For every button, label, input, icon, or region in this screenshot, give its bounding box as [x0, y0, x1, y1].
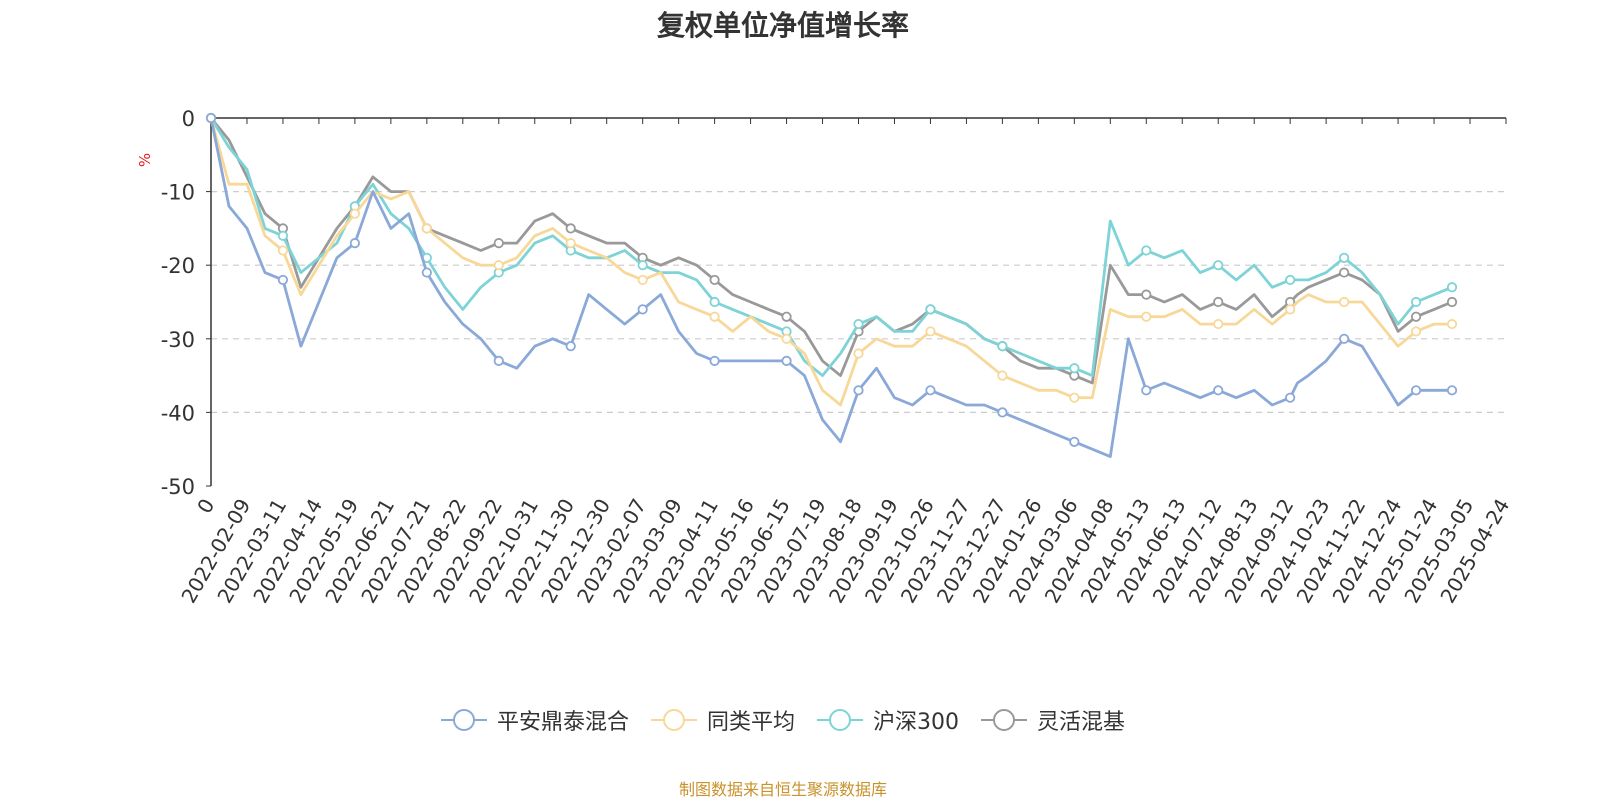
series-lines: [205, 112, 1458, 459]
legend-label: 同类平均: [706, 710, 795, 735]
legend-label: 平安鼎泰混合: [496, 710, 629, 735]
data-point[interactable]: [1446, 385, 1458, 396]
series-line-1: [209, 117, 1452, 407]
data-point[interactable]: [997, 370, 1008, 381]
legend-item[interactable]: 同类平均: [650, 704, 795, 736]
data-point[interactable]: [349, 208, 360, 219]
data-point[interactable]: [1141, 385, 1152, 396]
data-point[interactable]: [349, 238, 360, 249]
y-tick-label: -40: [161, 401, 195, 425]
data-point[interactable]: [781, 333, 792, 344]
legend-marker: [981, 709, 1027, 731]
data-point[interactable]: [1141, 245, 1152, 256]
y-tick-label: -10: [161, 181, 195, 205]
data-source-note: 制图数据来自恒生聚源数据库: [678, 780, 887, 799]
data-point[interactable]: [709, 311, 720, 322]
data-point[interactable]: [925, 304, 936, 315]
data-point[interactable]: [277, 274, 289, 286]
data-point[interactable]: [781, 355, 792, 366]
data-point[interactable]: [1446, 296, 1458, 308]
data-point[interactable]: [997, 341, 1008, 352]
data-point[interactable]: [637, 304, 648, 315]
data-point[interactable]: [1339, 252, 1350, 263]
data-point[interactable]: [1285, 304, 1296, 315]
data-point[interactable]: [1213, 318, 1224, 330]
y-tick-label: 0: [182, 107, 195, 131]
series-line-3: [209, 117, 1453, 385]
data-point[interactable]: [1446, 318, 1458, 330]
data-point[interactable]: [925, 326, 936, 337]
legend: 平安鼎泰混合 同类平均 沪深300 灵活混基: [0, 704, 1566, 736]
data-point[interactable]: [1339, 333, 1350, 344]
legend-item[interactable]: 灵活混基: [981, 704, 1125, 736]
data-point[interactable]: [565, 223, 576, 234]
y-tick-label: -30: [161, 328, 195, 352]
data-point[interactable]: [1141, 311, 1152, 322]
data-point[interactable]: [1410, 311, 1422, 322]
y-tick-label: -50: [161, 475, 195, 499]
legend-marker: [817, 709, 863, 731]
series-line-0: [209, 117, 1452, 459]
data-point[interactable]: [1410, 385, 1422, 396]
data-point[interactable]: [493, 260, 504, 271]
data-point[interactable]: [925, 385, 936, 396]
data-point[interactable]: [565, 341, 576, 352]
data-point[interactable]: [709, 355, 720, 366]
data-point[interactable]: [637, 274, 648, 286]
data-point[interactable]: [1410, 296, 1422, 308]
data-point[interactable]: [277, 245, 289, 256]
data-point[interactable]: [1285, 274, 1296, 286]
data-point[interactable]: [493, 355, 504, 366]
legend-marker: [650, 709, 697, 731]
data-point[interactable]: [1339, 296, 1350, 308]
data-point[interactable]: [1339, 267, 1350, 278]
data-point[interactable]: [709, 274, 720, 286]
data-point[interactable]: [637, 260, 648, 271]
data-point[interactable]: [565, 238, 576, 249]
legend-marker: [440, 709, 487, 731]
legend-item[interactable]: 平安鼎泰混合: [440, 704, 629, 736]
y-tick-label: -20: [161, 254, 195, 278]
x-tick-label: 0: [192, 495, 219, 518]
line-chart: 0-10-20-30-40-5002022-02-092022-03-11202…: [136, 107, 1514, 607]
legend-marker-circle: [829, 709, 851, 731]
data-point[interactable]: [853, 348, 864, 359]
data-point[interactable]: [1213, 296, 1224, 308]
legend-label: 沪深300: [873, 710, 959, 735]
grid-lines: [211, 191, 1506, 413]
data-point[interactable]: [709, 296, 720, 308]
y-axis-unit: %: [136, 153, 154, 167]
data-point[interactable]: [1410, 326, 1422, 337]
data-point[interactable]: [277, 230, 289, 241]
data-point[interactable]: [1213, 385, 1224, 396]
data-point[interactable]: [853, 385, 864, 396]
data-point[interactable]: [853, 318, 864, 330]
legend-item[interactable]: 沪深300: [817, 704, 959, 736]
data-point[interactable]: [1069, 363, 1080, 374]
data-point[interactable]: [421, 267, 432, 278]
data-point[interactable]: [1141, 289, 1152, 300]
legend-marker-circle: [662, 709, 685, 731]
series-line-2: [209, 117, 1453, 378]
data-point[interactable]: [1069, 392, 1080, 403]
legend-label: 灵活混基: [1037, 710, 1126, 735]
data-point[interactable]: [997, 407, 1008, 418]
data-point[interactable]: [421, 223, 432, 234]
data-point[interactable]: [781, 311, 792, 322]
data-point[interactable]: [1446, 282, 1458, 293]
data-point[interactable]: [1285, 392, 1296, 403]
data-point[interactable]: [205, 112, 217, 124]
data-point[interactable]: [493, 238, 504, 249]
data-point[interactable]: [1069, 436, 1080, 447]
legend-marker-circle: [993, 709, 1015, 731]
legend-marker-circle: [452, 709, 475, 731]
data-point[interactable]: [1213, 260, 1224, 271]
chart-title: 复权单位净值增长率: [656, 9, 909, 42]
